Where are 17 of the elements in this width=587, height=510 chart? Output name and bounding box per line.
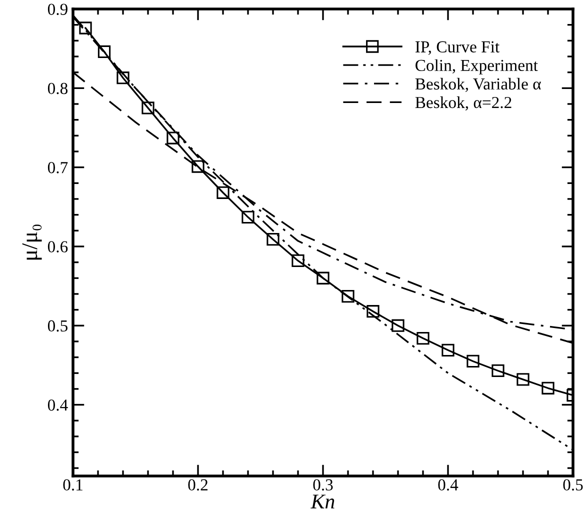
legend-label: Colin, Experiment — [416, 59, 538, 74]
y-axis-title: μ/μ₀ — [22, 224, 42, 260]
y-tick-label: 0.6 — [48, 241, 68, 252]
x-axis-title: Kn — [310, 494, 334, 508]
y-tick-label: 0.7 — [48, 162, 68, 174]
x-tick-label: 0.1 — [63, 479, 82, 491]
y-tick-label: 0.8 — [48, 82, 68, 94]
x-tick-label: 0.3 — [313, 479, 333, 491]
x-tick-label: 0.5 — [563, 479, 583, 491]
y-tick-label: 0.9 — [48, 4, 68, 16]
y-tick-label: 0.5 — [48, 320, 68, 332]
legend-label: IP, Curve Fit — [415, 41, 500, 55]
x-tick-label: 0.4 — [438, 479, 458, 491]
legend-label: Beskok, Variable α — [415, 78, 541, 92]
y-tick-label: 0.4 — [48, 399, 68, 411]
x-tick-label: 0.2 — [188, 479, 208, 491]
legend-label: Beskok, α=2.2 — [415, 96, 512, 111]
